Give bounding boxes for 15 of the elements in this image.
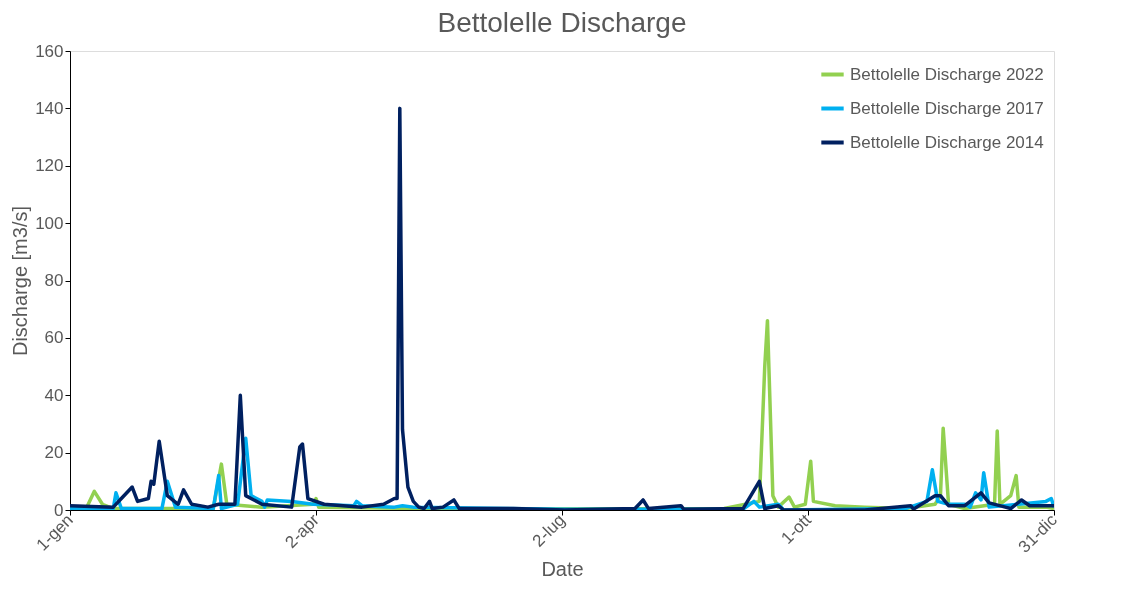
y-tick-label: 20	[44, 443, 64, 463]
legend-label: Bettolelle Discharge 2022	[850, 64, 1044, 84]
legend-label: Bettolelle Discharge 2014	[850, 132, 1044, 152]
legend-label: Bettolelle Discharge 2017	[850, 98, 1044, 118]
y-axis-title: Discharge [m3/s]	[9, 205, 32, 357]
y-tick-label: 100	[35, 213, 64, 233]
y-tick-label: 60	[44, 328, 64, 348]
y-tick-label: 120	[35, 156, 64, 176]
chart-title: Bettolelle Discharge	[437, 7, 687, 38]
y-tick-label: 0	[54, 500, 64, 520]
y-tick-label: 80	[44, 271, 64, 290]
y-tick-label: 160	[35, 41, 64, 61]
y-tick-label: 40	[44, 385, 64, 405]
x-axis-title: Date	[541, 557, 584, 580]
y-tick-label: 140	[35, 98, 64, 118]
